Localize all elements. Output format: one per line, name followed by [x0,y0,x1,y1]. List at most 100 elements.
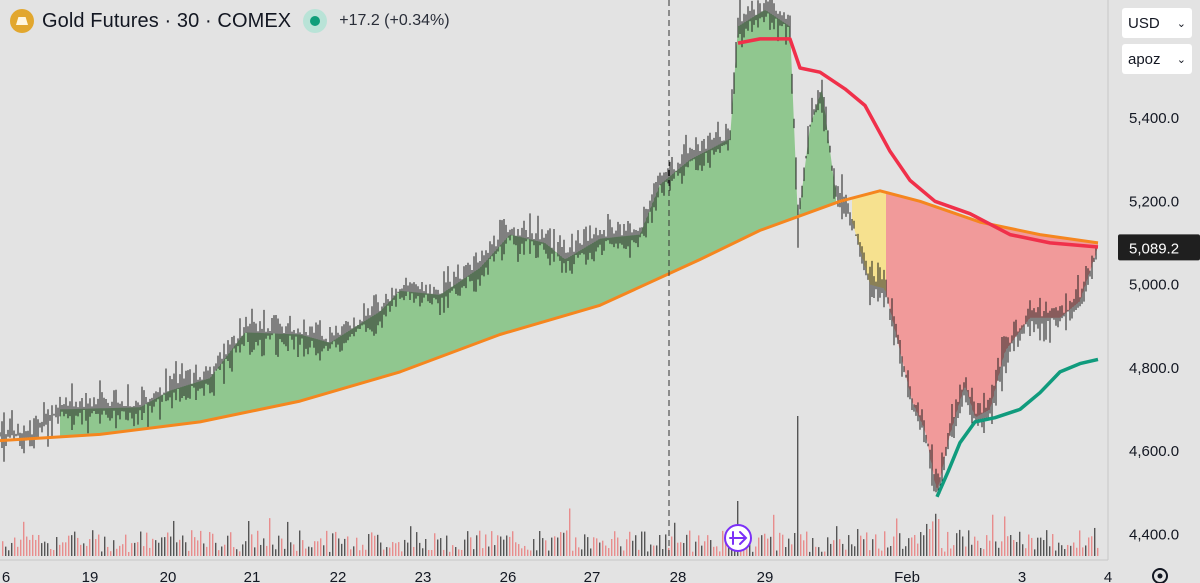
volume-bar [53,550,55,556]
volume-bar [896,518,898,556]
volume-bar [230,532,232,556]
volume-bar [1025,548,1027,556]
volume-bar [404,539,406,556]
volume-bar [218,550,220,556]
volume-bar [905,546,907,556]
chevron-down-icon: ⌄ [1176,53,1186,66]
volume-bar [1028,534,1030,556]
volume-bar [611,538,613,556]
red-average-line [737,37,1099,249]
volume-bar [119,545,121,556]
volume-bar [296,550,298,556]
volume-bar [455,547,457,556]
volume-bar [518,544,520,556]
volume-bar [473,549,475,556]
volume-bar [1049,546,1051,556]
volume-bar [161,537,163,556]
volume-bar [875,534,877,556]
volume-bar [656,545,658,556]
volume-bar [272,544,274,556]
volume-bar [542,538,544,556]
x-tick-label: 22 [330,569,347,583]
volume-bar [566,530,568,556]
gear-icon-ring [1152,568,1168,583]
volume-bar [1007,536,1009,556]
volume-bar [293,544,295,556]
volume-bar [482,548,484,556]
volume-bar [89,539,91,556]
volume-bar [980,547,982,556]
volume-bar [362,544,364,556]
volume-bar [311,547,313,556]
volume-bar [29,539,31,556]
volume-bar [986,535,988,556]
volume-bar [23,521,25,556]
volume-bar [902,548,904,556]
volume-bar [1088,537,1090,556]
volume-bar [149,547,151,556]
volume-bar [392,542,394,556]
y-tick-label: 4,400.0 [1129,526,1179,543]
volume-bar [428,549,430,556]
jump-to-realtime-icon[interactable] [724,524,752,552]
volume-bar [956,533,958,556]
volume-bar [173,520,175,556]
volume-bar [137,542,139,556]
volume-bar [1010,535,1012,556]
volume-bar [65,542,67,556]
volume-bar [716,546,718,556]
volume-bar [110,551,112,556]
volume-bar [497,535,499,556]
volume-bar [1082,547,1084,556]
volume-bar [1043,540,1045,556]
volume-bar [788,538,790,556]
volume-bar [239,551,241,556]
volume-bar [398,542,400,556]
currency-selector[interactable]: USD ⌄ [1122,8,1192,38]
volume-bar [209,532,211,556]
gear-icon[interactable] [1152,568,1168,583]
volume-bar [128,551,130,556]
volume-bar [509,536,511,556]
volume-bar [917,543,919,556]
price-change: +17.2 (+0.34%) [339,12,450,29]
volume-bar [113,540,115,556]
volume-bar [926,523,928,556]
volume-bar [539,531,541,556]
volume-bar [962,536,964,556]
volume-bar [35,539,37,556]
volume-bar [860,535,862,556]
volume-bar [590,548,592,556]
volume-bar [1091,536,1093,556]
volume-bar [1034,549,1036,556]
volume-bar [650,544,652,556]
volume-bar [767,538,769,556]
volume-bar [575,537,577,556]
volume-bar [245,541,247,556]
volume-bar [554,536,556,556]
volume-bar [125,534,127,556]
volume-bar [470,537,472,556]
volume-bar [62,542,64,556]
market-status-icon[interactable] [303,9,328,33]
symbol-title[interactable]: Gold Futures · 30 · COMEX [42,9,292,32]
volume-bar [338,538,340,556]
volume-bar [845,549,847,556]
volume-bar [752,551,754,556]
volume-bar [59,544,61,556]
volume-bar [479,530,481,556]
volume-bar [878,548,880,556]
volume-bar [785,547,787,556]
volume-bar [383,549,385,556]
x-tick-label: 21 [244,569,261,583]
volume-bar [74,531,76,556]
x-tick-label: 26 [500,569,517,583]
unit-selector[interactable]: apoz ⌄ [1122,44,1192,74]
volume-bar [848,535,850,556]
volume-bar [389,547,391,556]
volume-bar [959,529,961,556]
volume-bar [344,538,346,556]
volume-bar [71,535,73,556]
volume-bar [929,529,931,556]
